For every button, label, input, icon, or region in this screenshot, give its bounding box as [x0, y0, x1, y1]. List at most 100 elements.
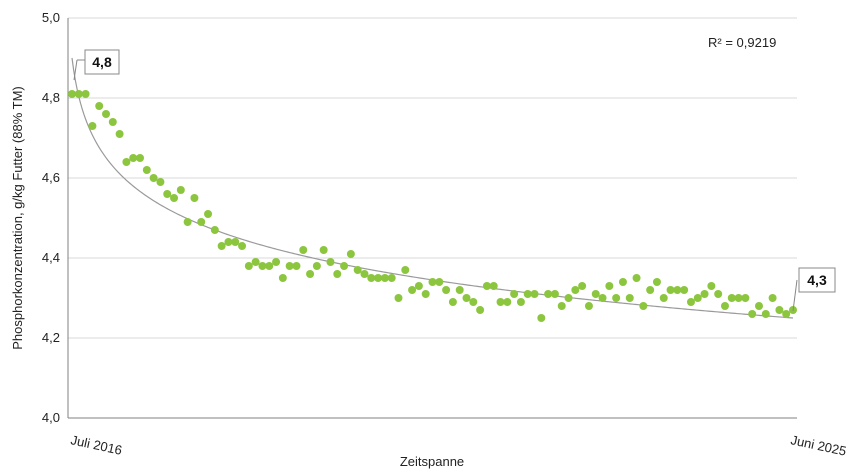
data-point [102, 110, 111, 118]
y-tick-label: 4,0 [42, 410, 60, 425]
data-point [136, 154, 145, 162]
data-point [401, 266, 410, 274]
x-axis-title: Zeitspanne [400, 454, 464, 469]
data-point [170, 194, 179, 202]
data-point [435, 278, 444, 286]
data-point [727, 294, 736, 302]
data-point [462, 294, 471, 302]
data-point [197, 218, 206, 226]
data-point [95, 102, 104, 110]
callout-start: 4,8 [73, 49, 120, 81]
callout-end: 4,3 [792, 267, 836, 312]
data-point [244, 262, 253, 270]
data-point [340, 262, 349, 270]
data-point [224, 238, 233, 246]
data-point [238, 242, 247, 250]
data-point [81, 90, 90, 98]
data-point [700, 290, 709, 298]
data-point [476, 306, 485, 314]
data-point [346, 250, 355, 258]
data-points [68, 90, 797, 322]
data-point [754, 302, 763, 310]
x-tick-start: Juli 2016 [69, 432, 123, 457]
data-point [516, 298, 525, 306]
data-point [537, 314, 546, 322]
data-point [374, 274, 383, 282]
data-point [646, 286, 655, 294]
data-point [421, 290, 430, 298]
data-point [210, 226, 219, 234]
data-point [652, 278, 661, 286]
data-point [557, 302, 566, 310]
r-squared-label: R² = 0,9219 [708, 35, 776, 50]
y-axis-ticks: 4,0 4,2 4,4 4,6 4,8 5,0 [42, 10, 60, 425]
data-point [748, 310, 757, 318]
callout-start-leader-v [73, 59, 78, 81]
data-point [414, 282, 423, 290]
data-point [142, 166, 151, 174]
data-point [353, 266, 362, 274]
callout-end-label: 4,3 [807, 272, 827, 288]
data-point [278, 274, 287, 282]
data-point [469, 298, 478, 306]
data-point [720, 302, 729, 310]
data-point [598, 294, 607, 302]
data-point [584, 302, 593, 310]
x-tick-end: Juni 2025 [789, 432, 847, 458]
data-point [510, 290, 519, 298]
data-point [530, 290, 539, 298]
data-point [768, 294, 777, 302]
callout-start-box [84, 49, 120, 75]
data-point [605, 282, 614, 290]
data-point [625, 294, 634, 302]
data-point [394, 294, 403, 302]
data-point [163, 190, 172, 198]
data-point [129, 154, 138, 162]
data-point [149, 174, 158, 182]
data-point [115, 130, 124, 138]
data-point [74, 90, 83, 98]
data-point [408, 286, 417, 294]
y-tick-label: 4,8 [42, 90, 60, 105]
callout-end-box [798, 267, 836, 293]
data-point [299, 246, 308, 254]
data-point [618, 278, 627, 286]
data-point [217, 242, 226, 250]
y-tick-label: 4,4 [42, 250, 60, 265]
data-point [571, 286, 580, 294]
callout-start-label: 4,8 [92, 54, 112, 70]
data-point [639, 302, 648, 310]
y-tick-label: 4,2 [42, 330, 60, 345]
data-point [306, 270, 315, 278]
data-point [360, 270, 369, 278]
data-point [251, 258, 260, 266]
data-point [482, 282, 491, 290]
data-point [503, 298, 512, 306]
data-point [693, 294, 702, 302]
data-point [686, 298, 695, 306]
data-point [292, 262, 301, 270]
data-point [176, 186, 185, 194]
data-point [380, 274, 389, 282]
data-point [285, 262, 294, 270]
data-point [632, 274, 641, 282]
data-point [333, 270, 342, 278]
data-point [666, 286, 675, 294]
data-point [190, 194, 199, 202]
data-point [108, 118, 117, 126]
data-point [591, 290, 600, 298]
y-tick-label: 5,0 [42, 10, 60, 25]
data-point [122, 158, 131, 166]
data-point [258, 262, 267, 270]
data-point [231, 238, 240, 246]
data-point [734, 294, 743, 302]
data-point [673, 286, 682, 294]
data-point [741, 294, 750, 302]
data-point [312, 262, 321, 270]
data-point [714, 290, 723, 298]
data-point [489, 282, 498, 290]
data-point [707, 282, 716, 290]
data-point [442, 286, 451, 294]
data-point [680, 286, 689, 294]
